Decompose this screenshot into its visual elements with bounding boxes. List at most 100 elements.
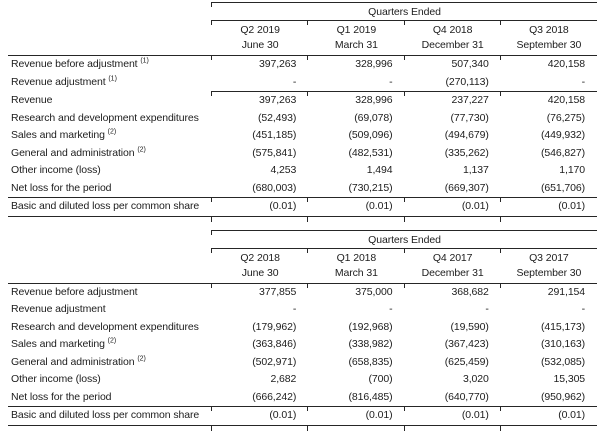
- cell-value: 328,996: [307, 54, 404, 74]
- cell-value: (179,962): [252, 320, 297, 333]
- cell-value: (730,215): [348, 181, 393, 194]
- row-label: Sales and marketing (2): [8, 127, 212, 145]
- header-spacer: [8, 248, 212, 265]
- cell-value: 397,263: [210, 54, 308, 74]
- column-date-1: June 30: [212, 264, 309, 284]
- row-label-text: General and administration: [11, 146, 135, 159]
- header-spacer: [8, 3, 212, 21]
- row-label-text: General and administration: [11, 355, 135, 368]
- row-label-text: Revenue: [11, 94, 53, 106]
- cell-value: (666,242): [252, 390, 297, 403]
- row-label-text: Other income (loss): [11, 373, 101, 385]
- cell-value: 1,137: [462, 164, 489, 176]
- row-label-text: Net loss for the period: [11, 181, 112, 194]
- footnote-ref: (1): [108, 75, 117, 83]
- row-label-text: Basic and diluted loss per common share: [11, 200, 200, 212]
- cell-value: (310,163): [540, 338, 586, 350]
- cell-value: -: [308, 73, 405, 92]
- table-row: General and administration (2) (575,841) (…: [8, 145, 597, 163]
- cell-value: 507,340: [403, 54, 501, 74]
- row-label-text: Revenue adjustment: [11, 303, 106, 315]
- cell-value: (0.01): [403, 406, 501, 431]
- row-label: Revenue before adjustment (1): [8, 56, 212, 74]
- row-label-text: Net loss for the period: [11, 390, 112, 403]
- row-label: Revenue adjustment (1): [8, 74, 212, 92]
- row-label: General and administration (2): [8, 354, 212, 372]
- cell-value: 1,170: [559, 164, 586, 176]
- footnote-ref: (2): [137, 355, 146, 362]
- row-label: Basic and diluted loss per common share: [8, 406, 212, 426]
- column-date-3: December 31: [404, 264, 501, 284]
- column-quarter-4: Q3 2018: [499, 19, 597, 38]
- row-label: Revenue adjustment: [8, 301, 212, 319]
- column-quarter-3: Q4 2017: [403, 247, 501, 265]
- row-label: Basic and diluted loss per common share: [8, 197, 212, 217]
- table-row: Revenue before adjustment 377,855 375,000 3…: [8, 282, 597, 301]
- cell-value: 237,227: [403, 90, 501, 110]
- table-row: Sales and marketing (2) (451,185) (509,096…: [8, 127, 597, 145]
- column-quarter-1: Q2 2018: [210, 247, 308, 265]
- header-spacer: [8, 37, 212, 56]
- cell-value: (76,275): [546, 111, 586, 124]
- cell-value: (700): [368, 373, 393, 385]
- cell-value: (52,493): [257, 111, 297, 124]
- table-row: Other income (loss) 2,682 (700) 3,020 15,305: [8, 371, 597, 389]
- cell-value: -: [581, 303, 586, 315]
- table-row: Net loss for the period (680,003) (730,215…: [8, 180, 597, 198]
- table-row: Revenue adjustment - - - -: [8, 301, 597, 319]
- table-row: Sales and marketing (2) (363,846) (338,982…: [8, 336, 597, 354]
- column-quarter-1: Q2 2019: [210, 19, 308, 38]
- row-label: Sales and marketing (2): [8, 336, 212, 354]
- cell-value: (575,841): [252, 146, 297, 159]
- cell-value: (546,827): [540, 146, 586, 159]
- column-date-1: June 30: [212, 37, 309, 56]
- cell-value: 397,263: [210, 90, 308, 110]
- row-label: Other income (loss): [8, 371, 212, 389]
- column-date-4: September 30: [500, 264, 598, 284]
- row-label: Revenue: [8, 92, 212, 110]
- cell-value: -: [212, 73, 309, 92]
- table-row: Other income (loss) 4,253 1,494 1,137 1,170: [8, 162, 597, 180]
- footnote-ref: (2): [107, 337, 117, 345]
- cell-value: (532,085): [540, 355, 586, 368]
- table-row: Revenue 397,263 328,996 237,227 420,158: [8, 90, 597, 110]
- quarters-ended-title: Quarters Ended: [210, 2, 598, 21]
- cell-value: 15,305: [553, 373, 586, 385]
- footnote-ref: (1): [140, 57, 149, 65]
- cell-value: 1,494: [366, 164, 393, 176]
- cell-value: (363,846): [252, 338, 297, 350]
- cell-value: (338,982): [348, 338, 393, 350]
- cell-value: (509,096): [348, 129, 393, 141]
- row-label-text: Revenue adjustment: [11, 76, 106, 88]
- row-label: Other income (loss): [8, 162, 212, 180]
- row-label-text: Other income (loss): [11, 164, 101, 176]
- cell-value: (0.01): [499, 197, 598, 222]
- header-spacer: [8, 264, 212, 284]
- cell-value: (669,307): [444, 181, 489, 194]
- date-header-row: June 30 March 31 December 31 September 30: [8, 37, 598, 56]
- row-label: Research and development expenditures: [8, 110, 212, 128]
- cell-value: (658,835): [348, 355, 393, 368]
- footnote-ref: (2): [137, 146, 146, 153]
- cell-value: (77,730): [450, 111, 489, 124]
- row-label-text: Revenue before adjustment: [11, 285, 138, 298]
- cell-value: (680,003): [252, 181, 297, 194]
- header-spacer: [8, 21, 212, 38]
- cell-value: (0.01): [307, 197, 405, 222]
- row-label-text: Research and development expenditures: [11, 320, 199, 333]
- cell-value: 328,996: [307, 90, 404, 110]
- table-row: Basic and diluted loss per common share (…: [8, 406, 598, 431]
- header-spacer: [8, 230, 212, 248]
- cell-value: -: [500, 73, 598, 92]
- cell-value: (502,971): [252, 355, 297, 368]
- row-label-text: Sales and marketing: [11, 338, 105, 350]
- cell-value: (0.01): [403, 197, 501, 222]
- row-label: Revenue before adjustment: [8, 283, 212, 301]
- cell-value: (816,485): [348, 390, 393, 403]
- cell-value: -: [292, 303, 297, 315]
- cell-value: 420,158: [499, 90, 597, 110]
- cell-value: (19,590): [450, 320, 489, 333]
- quarters-ended-row: Quarters Ended: [8, 2, 598, 21]
- cell-value: 375,000: [307, 282, 404, 301]
